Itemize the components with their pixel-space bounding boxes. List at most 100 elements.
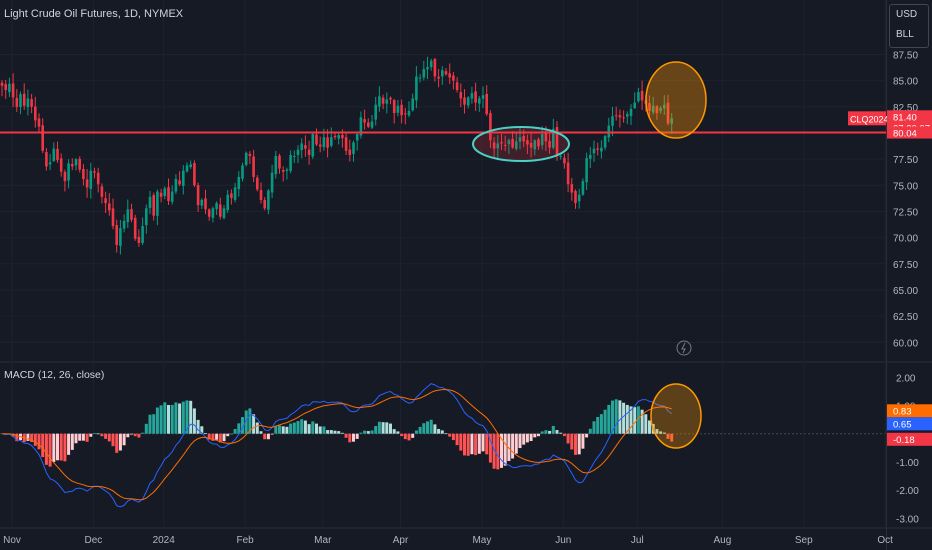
candle-body — [304, 145, 307, 149]
candle-body — [200, 199, 204, 206]
macd-tick-label: -3.00 — [896, 514, 919, 525]
last-price-badge-text: 81.40 — [893, 112, 917, 123]
histogram-bar — [89, 433, 93, 437]
candle-body — [470, 93, 474, 99]
candle-body — [259, 190, 263, 200]
histogram-bar — [636, 406, 640, 434]
candle-body — [548, 140, 551, 148]
price-tick-label: 85.00 — [893, 77, 918, 88]
candle-body — [455, 82, 459, 91]
histogram-bar — [426, 421, 429, 434]
candle-body — [448, 73, 451, 78]
consolidation-ellipse — [472, 126, 570, 162]
candle-body — [330, 137, 333, 146]
candle-body — [344, 137, 348, 151]
candle-body — [577, 194, 581, 202]
candle-body — [248, 153, 252, 156]
histogram-bar — [585, 433, 589, 438]
candle-body — [241, 165, 244, 179]
candle-body — [452, 75, 455, 81]
candle-body — [145, 208, 148, 225]
histogram-bar — [233, 428, 237, 434]
histogram-bar — [340, 432, 344, 434]
candle-body — [189, 164, 192, 168]
histogram-bar — [59, 433, 63, 461]
histogram-bar — [488, 433, 492, 463]
histogram-bar — [370, 430, 374, 434]
histogram-bar — [111, 433, 115, 447]
histogram-bar — [15, 433, 19, 442]
candle-body — [48, 162, 52, 165]
histogram-bar — [463, 433, 466, 456]
histogram-bar — [70, 433, 74, 450]
candle-body — [141, 226, 144, 243]
candle-body — [100, 186, 104, 197]
signal-line — [1, 389, 672, 501]
candle-body — [659, 107, 662, 112]
candle-body — [637, 92, 640, 102]
histogram-bar — [592, 421, 596, 434]
symbol-tag — [848, 111, 886, 126]
candle-body — [478, 98, 481, 104]
candle-body — [270, 172, 274, 193]
histogram-bar — [37, 433, 41, 450]
histogram-bar — [67, 433, 71, 455]
histogram-bar — [329, 430, 333, 434]
histogram-bar — [326, 430, 330, 434]
candle-body — [174, 179, 178, 192]
candle-body — [367, 122, 370, 127]
histogram-bar — [622, 402, 626, 434]
histogram-bar — [63, 433, 67, 462]
histogram-bar — [540, 431, 544, 434]
candle-body — [296, 149, 300, 156]
candle-body — [11, 83, 15, 98]
candle-body — [96, 172, 100, 185]
candle-body — [233, 187, 237, 200]
candle-body — [15, 97, 19, 107]
histogram-bar — [130, 433, 133, 435]
time-tick-label: Dec — [85, 535, 103, 546]
candle-body — [82, 168, 85, 180]
candle-body — [263, 199, 266, 209]
histogram-bar — [74, 433, 78, 444]
candle-body — [511, 138, 514, 148]
candle-body — [370, 121, 374, 128]
histogram-bar — [670, 433, 674, 442]
histogram-bar — [115, 433, 119, 453]
candle-body — [633, 102, 636, 108]
candle-body — [289, 154, 292, 171]
signal-value-badge-text: 0.83 — [893, 406, 912, 417]
histogram-bar — [596, 417, 600, 434]
candle-body — [626, 114, 629, 117]
candle-body — [503, 144, 507, 146]
histogram-value-badge-text: -0.18 — [893, 435, 915, 446]
histogram-bar — [215, 433, 219, 440]
candle-body — [418, 77, 422, 79]
histogram-bar — [315, 423, 318, 434]
price-tick-label: 82.50 — [893, 103, 918, 114]
histogram-bar — [566, 433, 570, 444]
candle-body — [555, 127, 559, 155]
price-tick-label: 62.50 — [893, 312, 918, 323]
time-tick-label: Sep — [795, 535, 813, 546]
histogram-bar — [144, 423, 148, 434]
candle-body — [385, 99, 389, 104]
histogram-bar — [196, 419, 200, 434]
price-tick-label: 70.00 — [893, 234, 918, 245]
histogram-bar — [311, 421, 315, 434]
time-tick-label: Jun — [555, 535, 571, 546]
histogram-bar — [477, 433, 481, 454]
candle-body — [552, 128, 555, 148]
candle-body — [404, 113, 407, 115]
histogram-bar — [381, 422, 385, 434]
histogram-bar — [52, 433, 56, 462]
candle-body — [152, 194, 155, 216]
histogram-bar — [396, 431, 400, 434]
macd-histogram — [4, 399, 674, 470]
time-tick-label: Apr — [393, 535, 409, 546]
currency-unit-selector[interactable]: USD BLL — [889, 4, 929, 48]
histogram-bar — [440, 430, 444, 434]
